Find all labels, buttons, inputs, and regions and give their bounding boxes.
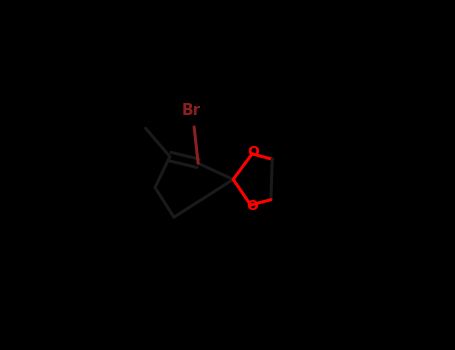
Text: O: O <box>246 199 258 213</box>
Text: O: O <box>248 146 259 160</box>
Text: Br: Br <box>182 103 201 118</box>
